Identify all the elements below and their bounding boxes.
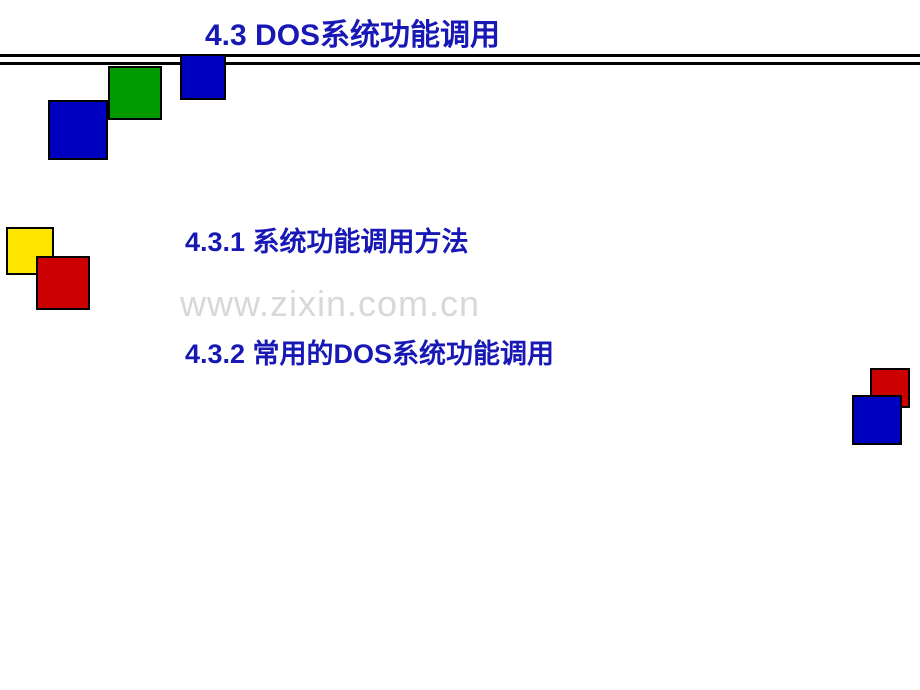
decorative-square-blue-left [48, 100, 108, 160]
watermark-text: www.zixin.com.cn [180, 283, 480, 325]
decorative-square-blue-top [180, 54, 226, 100]
page-title: 4.3 DOS系统功能调用 [205, 10, 500, 54]
decorative-square-red-left [36, 256, 90, 310]
divider-line-2 [0, 62, 920, 65]
decorative-square-blue-right [852, 395, 902, 445]
subheading-2: 4.3.2 常用的DOS系统功能调用 [185, 332, 554, 371]
divider-line-1 [0, 54, 920, 57]
subheading-1: 4.3.1 系统功能调用方法 [185, 220, 469, 259]
decorative-square-green [108, 66, 162, 120]
